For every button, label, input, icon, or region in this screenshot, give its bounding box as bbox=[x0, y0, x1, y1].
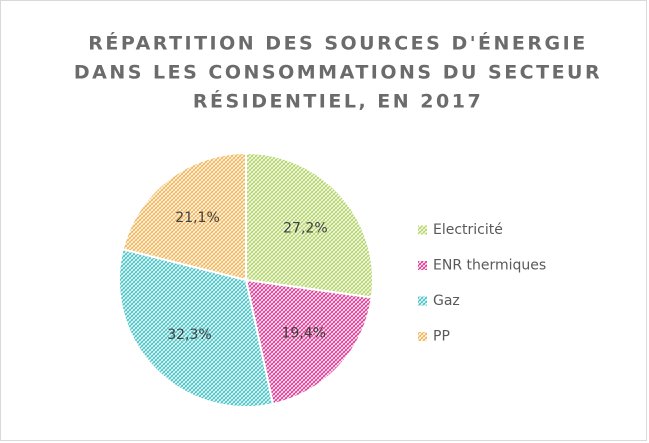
legend-swatch bbox=[418, 261, 427, 270]
title-line: RÉPARTITION DES SOURCES D'ÉNERGIE bbox=[88, 32, 587, 55]
chart-title: RÉPARTITION DES SOURCES D'ÉNERGIE DANS LE… bbox=[74, 32, 602, 113]
pie-slice bbox=[244, 278, 373, 406]
title-line: DANS LES CONSOMMATIONS DU SECTEUR bbox=[74, 62, 602, 84]
legend-label: PP bbox=[433, 329, 450, 345]
pie-slice bbox=[121, 151, 247, 282]
title-line: RÉSIDENTIEL, EN 2017 bbox=[193, 90, 483, 113]
pie-slice bbox=[245, 151, 374, 299]
legend-label: Gaz bbox=[433, 293, 460, 309]
data-label: 21,1% bbox=[175, 210, 219, 226]
legend-label: ENR thermiques bbox=[433, 258, 546, 274]
legend-label: Electricité bbox=[433, 222, 503, 238]
data-label: 27,2% bbox=[283, 220, 327, 236]
legend-swatch bbox=[418, 225, 427, 235]
legend-swatch bbox=[418, 296, 427, 306]
data-label: 19,4% bbox=[281, 326, 325, 342]
pie-slice bbox=[118, 247, 275, 408]
data-label: 32,3% bbox=[167, 327, 211, 343]
legend-swatch bbox=[418, 332, 427, 341]
